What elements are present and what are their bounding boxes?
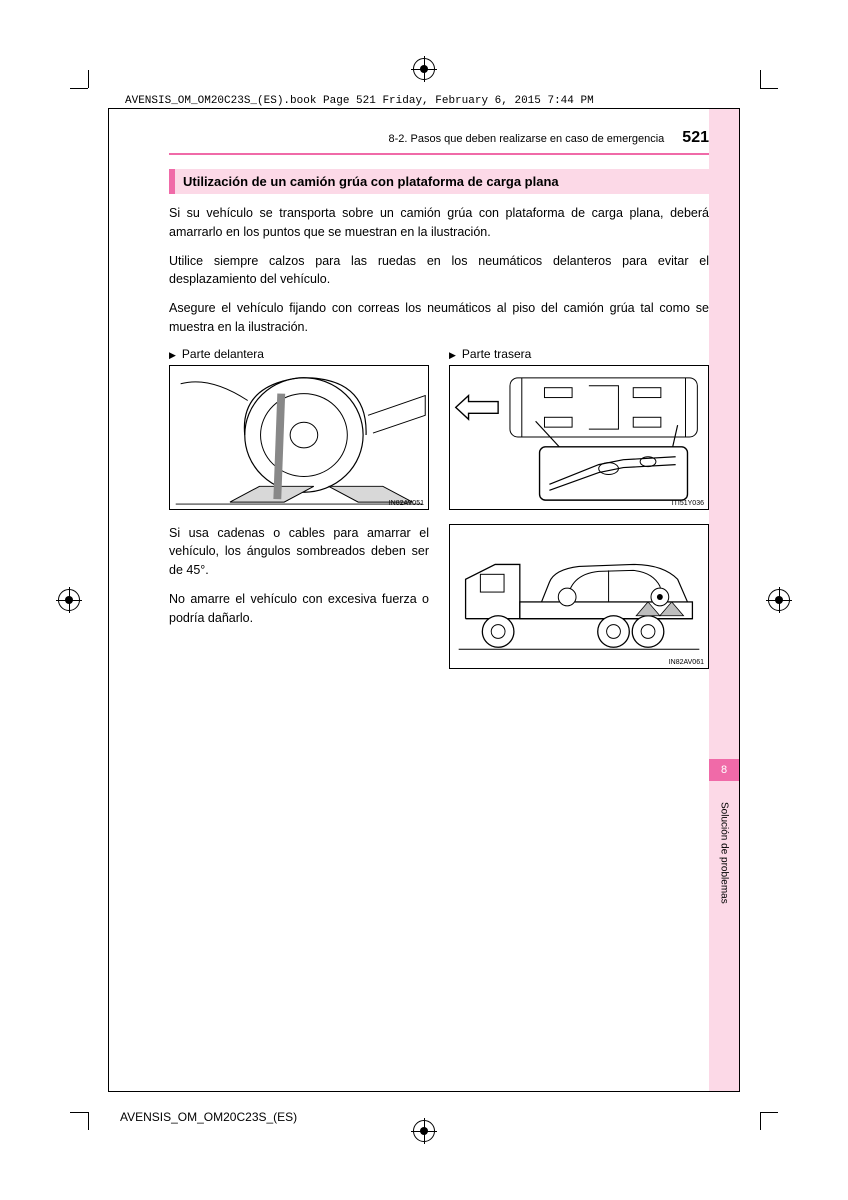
reg-mark-top: [411, 56, 437, 82]
meta-top-line: AVENSIS_OM_OM20C23S_(ES).book Page 521 F…: [125, 95, 594, 107]
reg-mark-left: [56, 587, 82, 613]
reg-mark-right: [766, 587, 792, 613]
crop-mark-tr: [740, 88, 760, 108]
crop-mark-tl: [88, 88, 108, 108]
reg-mark-bottom: [411, 1118, 437, 1144]
figure-code-3: IN82AV061: [669, 659, 704, 666]
figure-front-col: Parte delantera IN82AV051: [169, 347, 429, 510]
crop-mark-bl: [88, 1092, 108, 1112]
page-header: 8-2. Pasos que deben realizarse en caso …: [169, 129, 709, 147]
figure-front-wheel: IN82AV051: [169, 365, 429, 510]
section-path: 8-2. Pasos que deben realizarse en caso …: [389, 133, 665, 145]
bottom-row: Si usa cadenas o cables para amarrar el …: [169, 524, 709, 669]
paragraph-3: Asegure el vehículo fijando con correas …: [169, 299, 709, 337]
chapter-title-vertical: Solución de problemas: [709, 794, 739, 954]
bottom-text-col: Si usa cadenas o cables para amarrar el …: [169, 524, 429, 638]
figure-rear-underside: ITI51Y036: [449, 365, 709, 510]
figure-flatbed-truck: IN82AV061: [449, 524, 709, 669]
footer-code: AVENSIS_OM_OM20C23S_(ES): [120, 1110, 297, 1124]
paragraph-4: Si usa cadenas o cables para amarrar el …: [169, 524, 429, 580]
paragraph-5: No amarre el vehículo con excesiva fuerz…: [169, 590, 429, 628]
figure-row: Parte delantera IN82AV051: [169, 347, 709, 510]
figure-rear-label: Parte trasera: [449, 347, 709, 361]
header-rule: [169, 153, 709, 155]
figure-front-label: Parte delantera: [169, 347, 429, 361]
paragraph-2: Utilice siempre calzos para las ruedas e…: [169, 252, 709, 290]
figure-rear-col: Parte trasera: [449, 347, 709, 510]
content-area: 8-2. Pasos que deben realizarse en caso …: [169, 129, 709, 669]
crop-mark-br: [740, 1092, 760, 1112]
page-frame: 8 Solución de problemas 8-2. Pasos que d…: [108, 108, 740, 1092]
figure-code-2: ITI51Y036: [672, 500, 704, 507]
section-heading: Utilización de un camión grúa con plataf…: [169, 169, 709, 194]
figure-code-1: IN82AV051: [389, 500, 424, 507]
chapter-tab: 8: [709, 759, 739, 781]
page-number: 521: [682, 129, 709, 147]
paragraph-1: Si su vehículo se transporta sobre un ca…: [169, 204, 709, 242]
